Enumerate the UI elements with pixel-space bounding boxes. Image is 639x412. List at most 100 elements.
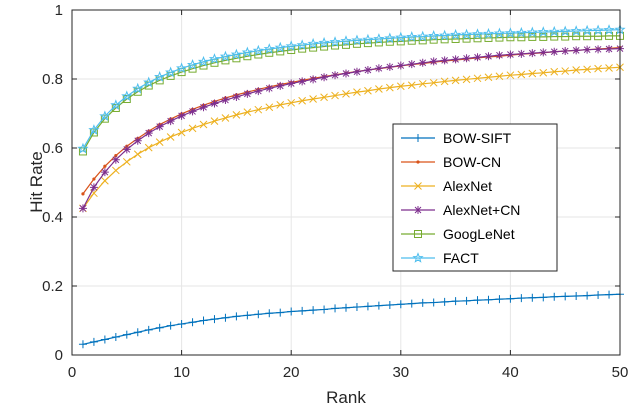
data-point-alexnet-cn <box>495 51 504 60</box>
data-point-alexnet <box>287 98 296 107</box>
data-point-alexnet-cn <box>473 53 482 62</box>
data-point-fact <box>592 24 604 36</box>
data-point-bow-sift <box>363 302 372 311</box>
data-point-bow-sift <box>298 306 307 315</box>
data-point-fact <box>132 82 144 94</box>
data-point-alexnet <box>265 103 274 112</box>
data-point-googlenet <box>517 33 526 42</box>
data-point-alexnet-cn <box>199 103 208 112</box>
data-point-alexnet-cn <box>254 87 263 96</box>
legend-marker-alexnet <box>414 182 422 190</box>
data-point-fact <box>252 44 264 56</box>
data-point-fact <box>307 37 319 49</box>
data-point-bow-sift <box>320 305 329 314</box>
data-point-alexnet-cn <box>462 54 471 63</box>
series-bow-sift <box>78 290 624 349</box>
data-point-fact <box>99 110 111 122</box>
data-point-bow-sift <box>572 292 581 301</box>
data-point-alexnet-cn <box>166 117 175 126</box>
data-point-alexnet-cn <box>605 44 614 53</box>
data-point-alexnet <box>155 138 164 146</box>
data-point-fact <box>285 40 297 52</box>
data-point-alexnet-cn <box>144 129 153 138</box>
data-point-alexnet-cn <box>188 107 197 116</box>
data-point-bow-sift <box>111 333 120 342</box>
data-point-alexnet-cn <box>320 73 329 82</box>
data-point-alexnet <box>364 86 372 95</box>
data-point-alexnet <box>451 76 460 85</box>
data-point-alexnet <box>517 70 526 79</box>
data-point-bow-sift <box>188 318 197 327</box>
y-tick-label: 0.4 <box>42 209 63 226</box>
data-point-bow-sift <box>429 298 438 307</box>
data-point-fact <box>439 29 451 41</box>
data-point-fact <box>482 27 495 39</box>
data-point-alexnet <box>375 85 383 93</box>
data-point-fact <box>263 43 275 54</box>
data-point-alexnet-cn <box>352 67 361 76</box>
data-point-googlenet <box>100 114 109 123</box>
series-layer <box>77 23 626 349</box>
data-point-alexnet <box>572 66 581 74</box>
data-point-googlenet <box>495 33 504 42</box>
data-point-alexnet <box>232 111 241 119</box>
data-point-fact <box>581 24 593 36</box>
data-point-alexnet <box>122 157 131 166</box>
data-point-fact <box>186 58 199 70</box>
data-point-fact <box>449 28 462 40</box>
data-point-bow-sift <box>374 301 383 310</box>
data-point-bow-sift <box>462 296 471 305</box>
data-point-alexnet-cn <box>539 48 548 57</box>
data-point-alexnet-cn <box>572 46 581 55</box>
data-point-fact <box>318 36 330 48</box>
data-point-bow-sift <box>342 303 350 312</box>
data-point-bow-sift <box>484 295 493 304</box>
data-point-bow-sift <box>528 293 537 302</box>
data-point-bow-sift <box>331 304 340 313</box>
data-point-alexnet <box>429 78 438 87</box>
data-point-alexnet <box>101 176 109 185</box>
data-point-fact <box>175 62 188 74</box>
data-point-alexnet-cn <box>133 136 142 145</box>
data-point-alexnet <box>440 77 449 86</box>
data-point-fact <box>110 99 122 111</box>
data-point-alexnet-cn <box>517 49 526 58</box>
data-point-fact <box>471 28 484 39</box>
data-point-alexnet <box>506 71 515 80</box>
data-point-bow-sift <box>407 299 416 308</box>
data-point-alexnet-cn <box>484 52 493 61</box>
y-tick-label: 0 <box>55 347 63 364</box>
data-point-alexnet <box>462 75 471 84</box>
data-point-fact <box>197 55 210 67</box>
data-point-bow-sift <box>133 328 142 337</box>
data-point-alexnet-cn <box>429 57 438 66</box>
legend-marker-fact <box>412 252 424 263</box>
data-point-alexnet-cn <box>550 47 559 56</box>
data-point-fact <box>395 31 407 43</box>
data-point-bow-sift <box>100 335 109 344</box>
data-point-alexnet <box>243 108 252 116</box>
data-point-fact <box>351 34 363 46</box>
data-point-alexnet <box>418 79 427 88</box>
data-point-fact <box>515 26 527 38</box>
data-point-fact <box>77 142 89 154</box>
data-point-fact <box>384 32 396 44</box>
data-point-fact <box>406 30 418 42</box>
data-point-bow-sift <box>210 315 219 324</box>
data-point-bow-sift <box>122 330 131 339</box>
data-point-bow-sift <box>221 313 230 322</box>
legend-label-alexnet-cn: AlexNet+CN <box>443 202 520 218</box>
series-fact <box>77 23 626 154</box>
data-point-googlenet <box>451 34 460 43</box>
data-point-alexnet <box>133 150 142 159</box>
data-point-fact <box>526 26 538 38</box>
data-point-fact <box>241 46 253 58</box>
data-point-fact <box>417 30 429 42</box>
data-point-bow-sift <box>232 312 241 321</box>
data-point-bow-sift <box>539 293 548 302</box>
data-point-alexnet-cn <box>155 122 164 131</box>
legend: BOW-SIFT BOW-CN AlexNet AlexNet+CN GoogLeNet… <box>392 123 558 272</box>
data-point-alexnet <box>528 69 537 78</box>
data-point-fact <box>504 27 517 38</box>
x-tick-label: 20 <box>283 364 300 381</box>
